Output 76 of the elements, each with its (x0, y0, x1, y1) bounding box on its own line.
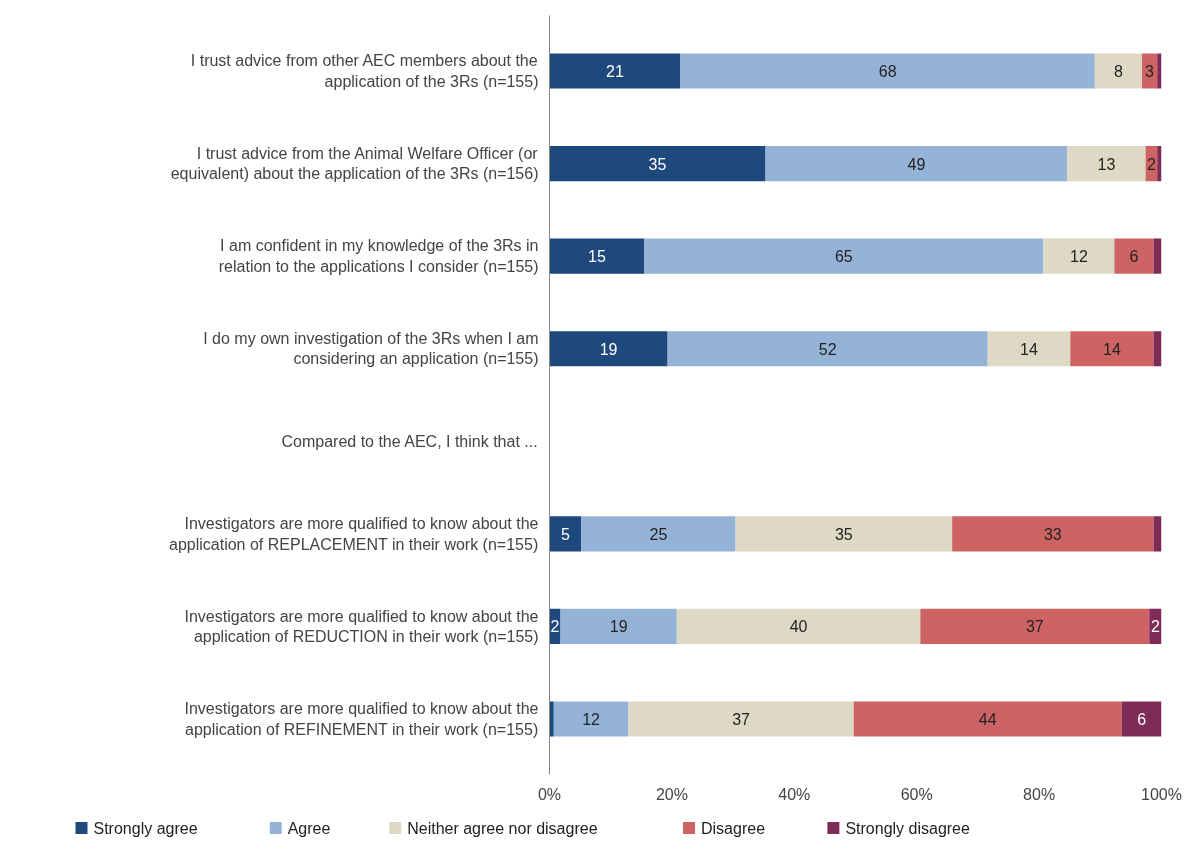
data-label: 65 (834, 248, 853, 266)
bar (549, 516, 582, 552)
bar (581, 516, 736, 552)
data-label: 6 (1129, 248, 1139, 266)
bar (952, 516, 1154, 552)
bar (676, 608, 921, 644)
data-label: 12 (582, 710, 601, 728)
x-tick-label: 60% (900, 785, 933, 803)
bar (549, 331, 668, 367)
data-label: 35 (834, 525, 853, 543)
y-tick-label: Investigators are more qualified to know about the application of REFINEMENT in their work (n=155) (184, 700, 539, 738)
y-tick-label: I trust advice from the Animal Welfare Officer (or equivalent) about the application of the 3Rs (n=156) (170, 144, 539, 183)
data-label: 25 (649, 525, 668, 543)
y-tick-label: Investigators are more qualified to know about the application of REPLACEMENT in their work (n=155) (169, 515, 539, 553)
legend-label: Agree (287, 819, 331, 837)
x-tick-label: 20% (655, 785, 688, 803)
data-label: 44 (978, 710, 997, 728)
data-label: 37 (1025, 618, 1044, 636)
data-label: 21 (606, 63, 624, 81)
bar (549, 53, 681, 89)
y-tick-label: I do my own investigation of the 3Rs when I am considering an application (n=155) (203, 330, 539, 368)
data-label: 14 (1103, 340, 1121, 358)
data-label: 35 (648, 155, 667, 173)
data-label: 6 (1137, 710, 1147, 728)
bar (1070, 331, 1154, 367)
bar (1094, 53, 1142, 89)
data-label: 40 (789, 618, 808, 636)
data-label: 5 (560, 525, 570, 543)
x-tick-label: 80% (1023, 785, 1056, 803)
y-tick-label: I trust advice from other AEC members about the application of the 3Rs (n=155) (190, 52, 539, 90)
data-label: 68 (878, 63, 897, 81)
data-label: 8 (1113, 63, 1123, 81)
data-label: 12 (1069, 248, 1088, 266)
bar (920, 608, 1150, 644)
legend-label: Strongly agree (93, 819, 198, 837)
y-tick-label: I am confident in my knowledge of the 3Rs in relation to the applications I consider (n=155) (218, 237, 539, 275)
legend-label: Strongly disagree (845, 819, 971, 837)
bar (1157, 53, 1162, 89)
bar (549, 701, 554, 737)
bar (1157, 146, 1162, 182)
x-tick-label: 0% (537, 785, 562, 803)
bar (549, 238, 645, 274)
data-label: 2 (1146, 155, 1156, 173)
data-label: 2 (550, 618, 560, 636)
bar (667, 331, 988, 367)
text: Compared to the AEC, I think that ... (281, 432, 538, 450)
legend-label: Neither agree nor disagree (407, 819, 598, 837)
data-label: 3 (1145, 63, 1155, 81)
data-label: 13 (1097, 155, 1116, 173)
bar (644, 238, 1044, 274)
bar (987, 331, 1071, 367)
y-tick-label: Investigators are more qualified to know about the application of REDUCTION in their work (n=155) (184, 607, 539, 646)
data-label: 19 (599, 340, 618, 358)
legend-label: Disagree (701, 819, 766, 837)
bar (1114, 238, 1154, 274)
x-tick-label: 40% (778, 785, 811, 803)
bar (680, 53, 1095, 89)
bar (549, 146, 766, 182)
data-label: 15 (588, 248, 606, 266)
data-label: 33 (1043, 525, 1062, 543)
bar (765, 146, 1068, 182)
data-label: 14 (1020, 340, 1038, 358)
bar (628, 701, 854, 737)
data-label: 52 (818, 340, 837, 358)
bar (560, 608, 677, 644)
bar (735, 516, 953, 552)
data-label: 37 (732, 710, 751, 728)
data-label: 2 (1150, 618, 1160, 636)
bar (1043, 238, 1115, 274)
data-label: 19 (609, 618, 628, 636)
bar (1067, 146, 1146, 182)
bar (853, 701, 1122, 737)
bar (1121, 701, 1162, 737)
x-tick-label: 100% (1141, 785, 1182, 803)
data-label: 49 (907, 155, 926, 173)
bar (553, 701, 629, 737)
